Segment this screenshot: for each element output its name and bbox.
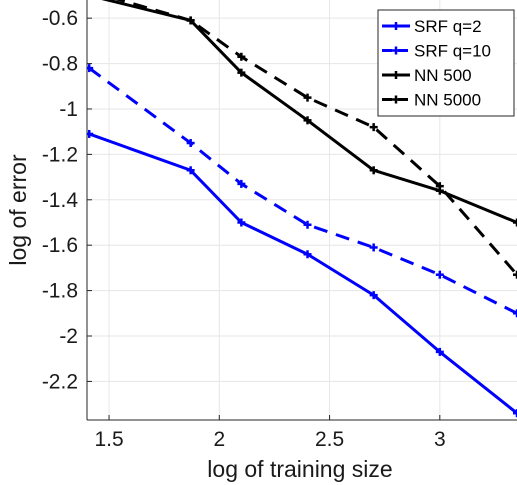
legend-marker <box>392 71 400 79</box>
data-point <box>186 139 195 148</box>
y-tick-label: -0.6 <box>42 7 78 30</box>
y-tick-label: -0.8 <box>42 53 78 76</box>
data-point <box>435 270 444 279</box>
data-point <box>237 218 246 227</box>
legend-label: NN 5000 <box>414 91 481 110</box>
data-point <box>186 16 195 25</box>
data-point <box>513 309 517 318</box>
x-tick-label: 2 <box>213 428 225 451</box>
legend-label: SRF q=10 <box>414 42 491 61</box>
data-point <box>303 93 312 102</box>
y-tick-label: -1.8 <box>42 280 78 303</box>
data-point <box>435 347 444 356</box>
data-point <box>303 250 312 259</box>
data-point <box>369 243 378 252</box>
y-tick-label: -1.4 <box>42 189 79 212</box>
x-axis-label: log of training size <box>207 456 392 482</box>
y-tick-label: -2.2 <box>42 370 78 393</box>
data-point <box>87 129 94 138</box>
data-point <box>87 64 94 73</box>
y-axis-label: log of error <box>5 154 31 266</box>
data-point <box>186 166 195 175</box>
data-point <box>369 166 378 175</box>
data-point <box>237 52 246 61</box>
data-point <box>513 218 517 227</box>
data-point <box>303 116 312 125</box>
x-tick-label: 1.5 <box>94 428 123 451</box>
data-point <box>369 123 378 132</box>
data-point <box>303 220 312 229</box>
x-tick-label: 2.5 <box>315 428 344 451</box>
y-tick-label: -1.2 <box>42 143 78 166</box>
legend-marker <box>392 95 400 104</box>
data-point <box>237 179 246 188</box>
axes <box>86 0 517 421</box>
data-point <box>513 409 517 418</box>
data-point <box>435 182 444 191</box>
legend-marker <box>392 46 400 55</box>
legend-marker <box>392 22 400 30</box>
legend: SRF q=2 SRF q=10 NN 500 NN 5000 <box>377 9 515 117</box>
y-tick-label: -2 <box>59 325 78 348</box>
y-tick-label: -1 <box>59 98 78 121</box>
legend-label: SRF q=2 <box>414 17 482 36</box>
series-group <box>87 0 517 418</box>
x-tick-label: 3 <box>434 428 446 451</box>
grid <box>87 0 517 420</box>
tick-labels: 1.5 2 2.5 3 -0.6 -0.8 -1 -1.2 -1.4 -1.6 -1.8 -2 -2.2 <box>42 7 446 451</box>
legend-label: NN 500 <box>414 66 472 85</box>
y-tick-label: -1.6 <box>42 234 78 257</box>
data-point <box>513 270 517 279</box>
data-point <box>237 68 246 77</box>
plot-series <box>87 0 517 418</box>
data-point <box>369 291 378 300</box>
